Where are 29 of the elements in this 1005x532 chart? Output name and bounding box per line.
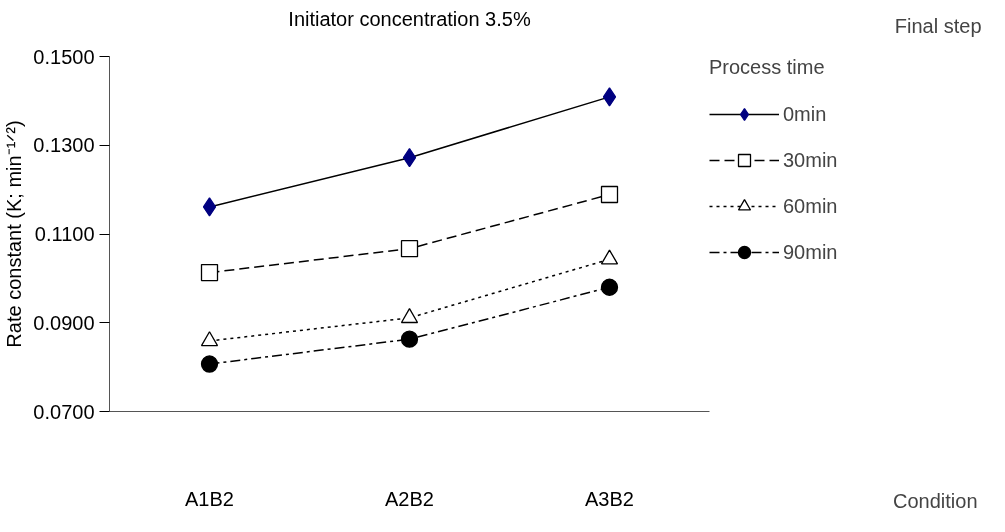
point <box>200 331 219 347</box>
y-tick-label: 0.0900 <box>33 311 95 334</box>
x-tick-label: A2B2 <box>385 487 434 510</box>
point <box>600 185 619 204</box>
y-axis-title: Rate constant (K; min⁻¹ᐟ²) <box>3 120 26 348</box>
legend-label: 30min <box>783 148 838 172</box>
chart-title: Initiator concentration 3.5% <box>288 7 531 30</box>
text: Condition <box>893 489 978 512</box>
y-tick-label: 0.1100 <box>34 223 95 245</box>
point <box>202 197 217 217</box>
legend-label: 0min <box>783 102 827 126</box>
legend-label: 60min <box>783 194 838 218</box>
legend-title: Process time <box>709 56 826 79</box>
text: Final step <box>894 14 982 37</box>
point <box>400 307 419 324</box>
x-tick-label: A3B2 <box>585 487 634 510</box>
point <box>400 239 419 258</box>
y-tick-label: 0.1300 <box>33 134 95 157</box>
point <box>200 263 219 282</box>
point <box>402 148 417 168</box>
point <box>600 249 619 265</box>
point <box>400 330 419 348</box>
y-tick-label: 0.0700 <box>33 400 95 423</box>
point <box>200 355 219 373</box>
point <box>600 278 619 296</box>
legend-label: 90min <box>783 240 838 264</box>
y-tick-label: 0.1500 <box>33 45 95 68</box>
x-tick-label: A1B2 <box>185 487 234 510</box>
point <box>602 87 617 107</box>
